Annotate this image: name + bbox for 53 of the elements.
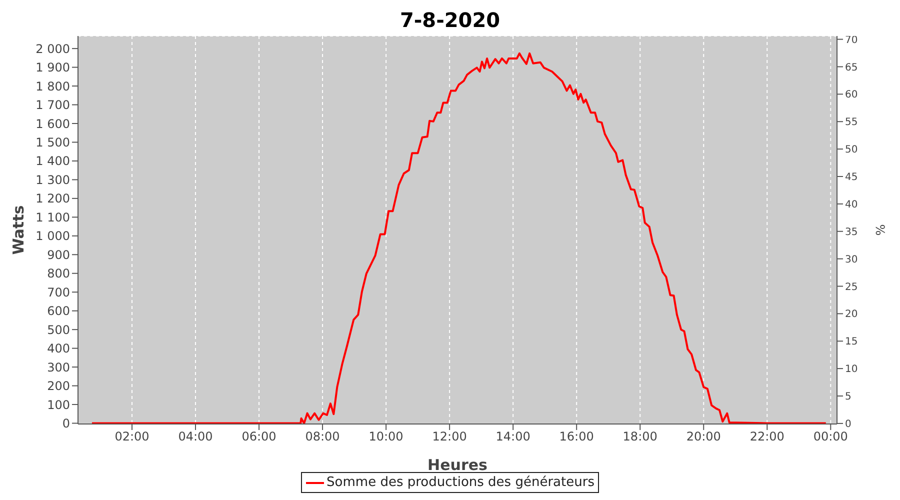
- y-tick-label: 400: [47, 342, 70, 356]
- y-tick-label: 1 200: [36, 192, 70, 206]
- y-tick-label: 600: [47, 304, 70, 318]
- x-tick-label: 02:00: [114, 430, 150, 444]
- y-tick-label: 1 100: [36, 210, 70, 224]
- y2-tick-label: 60: [845, 90, 858, 101]
- x-tick-label: 20:00: [686, 430, 721, 444]
- y-tick-label: 200: [47, 379, 70, 394]
- y2-tick-label: 55: [845, 117, 858, 128]
- x-tick-label: 16:00: [559, 430, 594, 444]
- y-tick-label: 1 700: [36, 98, 70, 112]
- y-tick-label: 1 500: [36, 135, 70, 150]
- x-tick-label: 08:00: [305, 430, 340, 444]
- y-axis-title: Watts: [9, 205, 28, 255]
- chart-title: 7-8-2020: [398, 8, 502, 34]
- y-tick-label: 1 400: [36, 154, 70, 168]
- y-tick-label: 700: [47, 285, 70, 300]
- y2-tick-label: 10: [845, 364, 858, 376]
- x-tick-label: 00:00: [813, 430, 848, 444]
- x-tick-label: 18:00: [622, 430, 658, 444]
- y2-tick-label: 20: [845, 309, 858, 320]
- y-tick-label: 1 300: [36, 172, 70, 187]
- y2-tick-label: 5: [845, 392, 852, 403]
- y2-axis-title: %: [872, 224, 887, 236]
- y2-tick-label: 25: [845, 282, 858, 293]
- y-tick-label: 1 900: [36, 60, 70, 75]
- y-tick-label: 500: [47, 322, 70, 337]
- y-tick-label: 0: [62, 416, 70, 431]
- y2-tick-label: 35: [845, 226, 858, 238]
- x-tick-label: 10:00: [368, 430, 404, 444]
- x-tick-label: 06:00: [242, 430, 276, 444]
- line-series: [90, 52, 827, 424]
- y-tick-label: 800: [47, 266, 70, 281]
- y2-tick-label: 40: [845, 199, 858, 210]
- y-tick-label: 900: [47, 248, 70, 262]
- x-axis-title: Heures: [428, 456, 488, 474]
- y-tick-label: 1 600: [36, 116, 70, 131]
- y2-tick-label: 50: [845, 144, 858, 156]
- x-tick-label: 12:00: [432, 430, 467, 444]
- y-tick-label: 100: [47, 398, 70, 412]
- y2-tick-label: 30: [845, 254, 858, 266]
- y2-tick-label: 65: [845, 62, 858, 74]
- y-tick-label: 1 000: [36, 229, 70, 244]
- x-tick-label: 14:00: [496, 430, 530, 444]
- y-tick-label: 2 000: [36, 42, 70, 56]
- y2-tick-label: 45: [845, 172, 858, 184]
- x-tick-label: 04:00: [178, 430, 213, 444]
- y-tick-label: 300: [47, 360, 70, 374]
- y-tick-label: 1 800: [36, 79, 70, 94]
- legend-label: Somme des productions des générateurs: [326, 475, 594, 490]
- y2-tick-label: 15: [845, 336, 858, 348]
- y2-tick-label: 0: [845, 419, 852, 430]
- x-tick-label: 22:00: [750, 430, 784, 444]
